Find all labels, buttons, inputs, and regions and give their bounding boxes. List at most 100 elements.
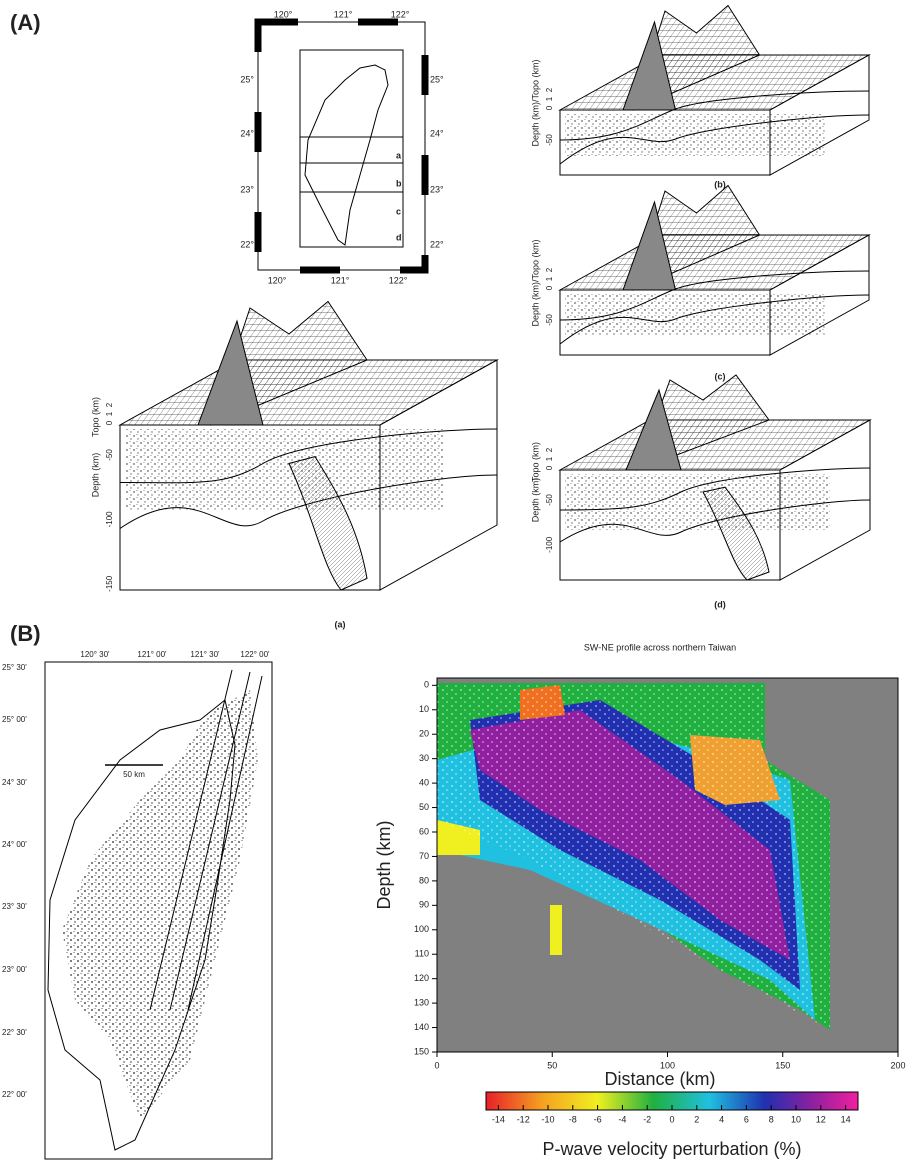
block-diagram: (b) Depth (km)/Topo (km) 2 1 0 -50 — [530, 6, 869, 190]
tick-label: 1 — [545, 96, 554, 101]
y-tick-label: 70 — [419, 851, 429, 861]
panel-label: (c) — [715, 371, 726, 381]
y-tick-label: 0 — [424, 680, 429, 690]
colorbar-tick-label: -8 — [569, 1114, 577, 1124]
tick-label: -100 — [545, 536, 554, 553]
tick-label: 24° 00' — [2, 840, 27, 849]
tick-label: 1 — [545, 276, 554, 281]
colorbar-tick-label: 2 — [694, 1114, 699, 1124]
tick-label: 1 — [545, 456, 554, 461]
y-tick-label: 140 — [414, 1022, 429, 1032]
tick-label: 2 — [105, 402, 114, 407]
tick-label: 120° — [274, 9, 293, 19]
tick-label: 0 — [545, 285, 554, 290]
block-diagram: (a)Topo (km)Depth (km)210-50-100-150 — [90, 302, 497, 630]
tick-label: 22° 00' — [2, 1090, 27, 1099]
y-tick-label: 80 — [419, 875, 429, 885]
colorbar-tick-label: -14 — [492, 1114, 505, 1124]
axis-title: Topo (km) — [530, 442, 540, 482]
x-tick-label: 200 — [890, 1060, 905, 1070]
y-tick-label: 20 — [419, 729, 429, 739]
axis-title: Depth (km) — [530, 478, 540, 523]
tick-label: -100 — [105, 511, 114, 528]
block-diagrams: (a)Topo (km)Depth (km)210-50-100-150(b)D… — [90, 6, 870, 630]
figure: (A) a b c d 120° 121° 122° 120° 121° 122… — [0, 0, 913, 1165]
x-tick-label: 50 — [547, 1060, 557, 1070]
tick-label: 121° 00' — [137, 650, 167, 659]
axis-title: Topo (km) — [90, 397, 100, 437]
colorbar-tick-label: 8 — [769, 1114, 774, 1124]
block-diagram: (c) Depth (km)/Topo (km) 2 1 0 -50 — [530, 186, 869, 382]
tick-label: 1 — [105, 411, 114, 416]
profile-label: b — [396, 178, 402, 188]
y-tick-label: 60 — [419, 826, 429, 836]
axis-title: Depth (km)/Topo (km) — [530, 59, 540, 146]
earthquake-dots — [565, 294, 825, 336]
tick-label: 22° — [430, 239, 444, 249]
seismicity-map: 50 km 120° 30' 121° 00' 121° 30' 122° 00… — [2, 650, 272, 1159]
y-tick-label: 110 — [415, 949, 429, 959]
tick-label: 0 — [545, 105, 554, 110]
tick-label: 121° 30' — [190, 650, 220, 659]
earthquake-dots — [565, 474, 830, 530]
index-map: a b c d 120° 121° 122° 120° 121° 122° 25… — [240, 9, 444, 285]
y-tick-label: 150 — [414, 1046, 429, 1056]
tick-label: 2 — [545, 87, 554, 92]
panel-label: (b) — [714, 179, 726, 189]
x-axis-title: Distance (km) — [604, 1069, 715, 1089]
tick-label: 22° 30' — [2, 1028, 27, 1037]
panel-label: (d) — [714, 599, 726, 609]
y-tick-label: 100 — [414, 924, 429, 934]
velocity-anomaly — [550, 905, 562, 955]
y-axis-title: Depth (km) — [374, 820, 394, 909]
colorbar-title: P-wave velocity perturbation (%) — [542, 1139, 801, 1159]
colorbar-tick-label: -12 — [517, 1114, 530, 1124]
profile-label: c — [396, 206, 401, 216]
tick-label: 0 — [105, 420, 114, 425]
earthquake-dots — [125, 429, 444, 510]
tick-label: 122° 00' — [240, 650, 270, 659]
tick-label: 23° 30' — [2, 902, 27, 911]
axis-title: Depth (km) — [90, 453, 100, 498]
tick-label: 23° — [430, 184, 444, 194]
y-tick-label: 10 — [419, 704, 429, 714]
tick-label: 25° — [240, 74, 254, 84]
colorbar-tick-label: 12 — [816, 1114, 826, 1124]
scale-label: 50 km — [123, 770, 145, 779]
tick-label: 25° — [430, 74, 444, 84]
y-tick-label: 40 — [419, 777, 429, 787]
tick-label: 122° — [389, 275, 408, 285]
tick-label: 121° — [334, 9, 353, 19]
tick-label: 23° 00' — [2, 965, 27, 974]
tick-label: -50 — [545, 314, 554, 326]
colorbar-tick-label: -10 — [541, 1114, 554, 1124]
tick-label: 24° 30' — [2, 778, 27, 787]
tick-label: -50 — [545, 134, 554, 146]
tick-label: 2 — [545, 267, 554, 272]
tick-label: 120° — [268, 275, 287, 285]
colorbar-tick-label: 0 — [669, 1114, 674, 1124]
page: (A) a b c d 120° 121° 122° 120° 121° 122… — [0, 0, 913, 1165]
axis-title: Depth (km)/Topo (km) — [530, 239, 540, 326]
x-tick-label: 150 — [775, 1060, 790, 1070]
earthquake-dots — [565, 114, 825, 156]
tick-label: 24° — [430, 128, 444, 138]
panel-label: (a) — [335, 619, 346, 629]
colorbar-tick-label: -2 — [643, 1114, 651, 1124]
chart-title: SW-NE profile across northern Taiwan — [584, 642, 736, 652]
tick-label: -150 — [105, 575, 114, 592]
tick-label: 22° — [240, 239, 254, 249]
colorbar-tick-label: 4 — [719, 1114, 724, 1124]
colorbar-tick-label: 10 — [791, 1114, 801, 1124]
tick-label: -50 — [545, 494, 554, 506]
tick-label: 122° — [391, 9, 410, 19]
x-tick-label: 0 — [434, 1060, 439, 1070]
colorbar-tick-label: -6 — [594, 1114, 602, 1124]
tomography-profile: SW-NE profile across northern Taiwan Dis… — [374, 642, 906, 1158]
tick-label: 0 — [545, 465, 554, 470]
tick-label: 24° — [240, 128, 254, 138]
block-diagram: (d)Topo (km)Depth (km)210-50-100 — [530, 375, 870, 609]
profile-label: d — [396, 232, 402, 242]
y-tick-label: 50 — [419, 802, 429, 812]
tick-label: 121° — [331, 275, 350, 285]
